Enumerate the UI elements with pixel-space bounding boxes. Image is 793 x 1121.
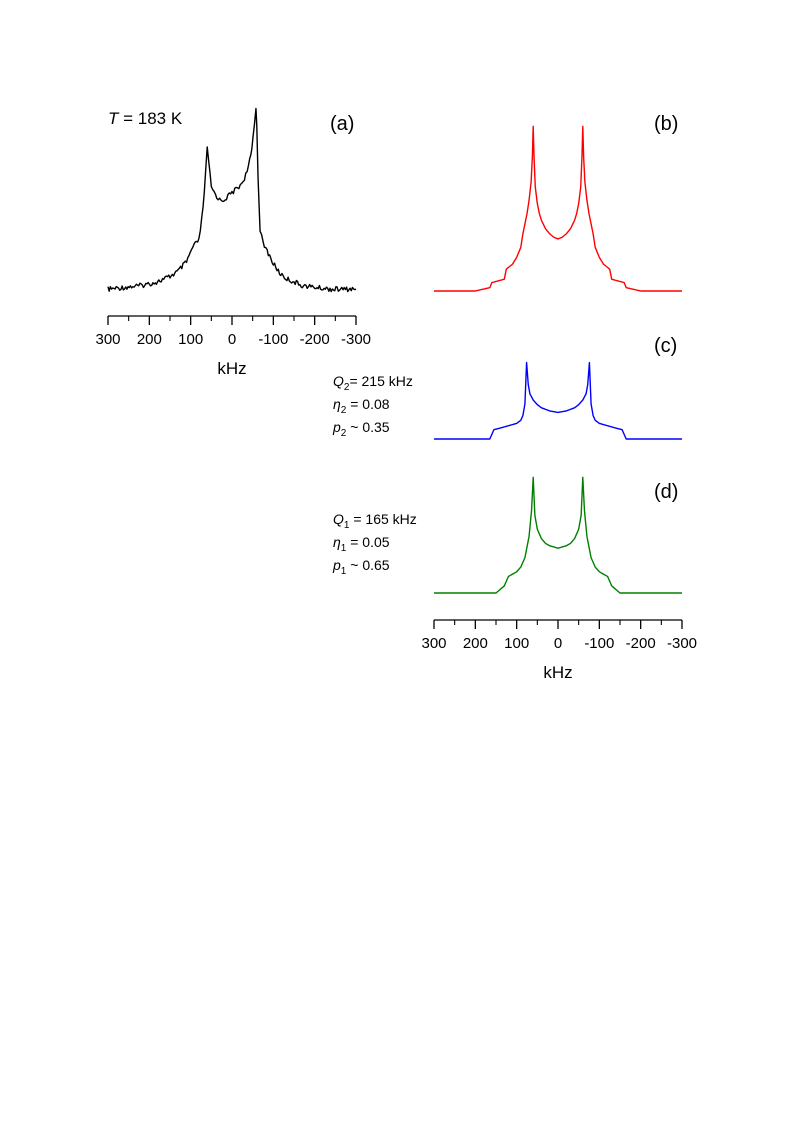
panel-label: (d) xyxy=(654,481,678,503)
spectrum-line xyxy=(434,125,682,292)
x-tick-label: 100 xyxy=(178,331,203,348)
spectrum-line xyxy=(107,107,357,293)
panel-label: (b) xyxy=(654,113,678,135)
fit-parameter: Q1 = 165 kHz xyxy=(333,511,417,531)
x-tick-label: -300 xyxy=(667,635,697,652)
x-axis-label: kHz xyxy=(217,359,246,378)
x-tick-label: -200 xyxy=(300,331,330,348)
panel-label: (a) xyxy=(330,113,354,135)
panel-label: (c) xyxy=(654,335,677,357)
fit-parameter: p2 ~ 0.35 xyxy=(332,419,390,439)
panel-a: (a) 300 200 100 0 -100 -200 -300 kHz T = 183 K xyxy=(95,107,371,378)
x-axis: 300 200 100 0 -100 -200 -300 kHz xyxy=(95,315,371,378)
x-axis: 300 200 100 0 -100 -200 -300 kHz xyxy=(421,619,697,682)
x-tick-label: 200 xyxy=(463,635,488,652)
x-tick-label: -300 xyxy=(341,331,371,348)
fit-parameter: p1 ~ 0.65 xyxy=(332,557,390,577)
fit-parameter: η1 = 0.05 xyxy=(333,534,390,554)
spectrum-line xyxy=(434,361,682,440)
panel-c: (c) Q2= 215 kHz η2 = 0.08 p2 ~ 0.35 xyxy=(332,335,682,440)
fit-parameter: η2 = 0.08 xyxy=(333,396,390,416)
x-tick-label: 0 xyxy=(554,635,562,652)
fit-parameter: Q2= 215 kHz xyxy=(333,373,413,393)
x-tick-label: 200 xyxy=(137,331,162,348)
x-tick-label: 100 xyxy=(504,635,529,652)
x-tick-label: -100 xyxy=(258,331,288,348)
x-tick-label: -100 xyxy=(584,635,614,652)
x-tick-label: 300 xyxy=(421,635,446,652)
x-axis-label: kHz xyxy=(543,663,572,682)
x-tick-label: 300 xyxy=(95,331,120,348)
x-tick-label: 0 xyxy=(228,331,236,348)
spectrum-line xyxy=(434,476,682,594)
x-tick-label: -200 xyxy=(626,635,656,652)
panel-b: (b) xyxy=(434,113,682,292)
panel-d: (d) 300 200 100 0 -100 -200 -300 kHz Q1 = 165 kHz… xyxy=(332,476,697,682)
temperature-annotation: T = 183 K xyxy=(108,109,183,128)
